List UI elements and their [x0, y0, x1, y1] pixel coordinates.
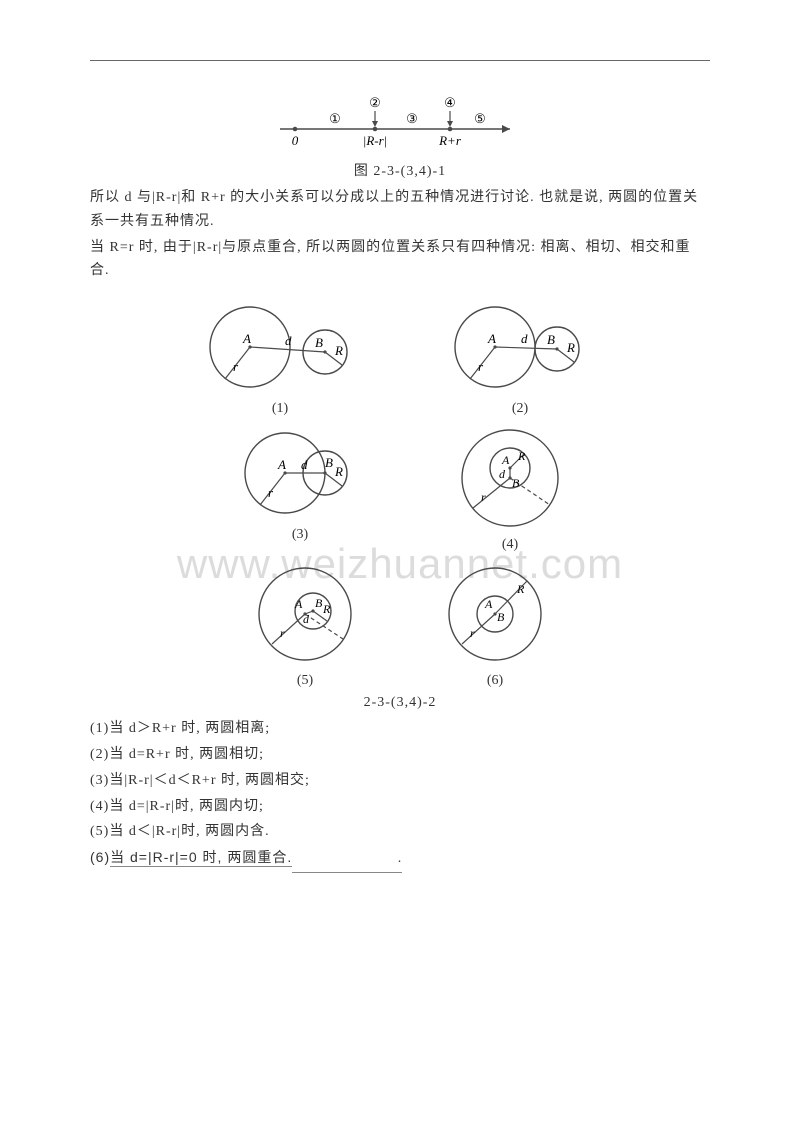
svg-text:B: B [512, 476, 520, 490]
circle-diagrams: A B d r R (1) [90, 297, 710, 711]
list-item-6-tail: . [292, 847, 402, 873]
diagram-6: A B r R [435, 559, 555, 669]
svg-text:A: A [487, 331, 496, 346]
region-1-label: ① [329, 111, 341, 126]
diagram-6-label: (6) [487, 673, 503, 689]
diagram-3-label: (3) [292, 527, 308, 543]
svg-text:r: r [268, 485, 274, 500]
svg-text:A: A [501, 453, 510, 467]
paragraph-1: 所以 d 与|R-r|和 R+r 的大小关系可以分成以上的五种情况进行讨论. 也… [90, 186, 710, 234]
svg-text:B: B [315, 596, 323, 610]
diagrams-caption: 2-3-(3,4)-2 [90, 695, 710, 711]
numberline-figure: ① ② ③ ④ ⑤ 0 |R-r| R+r [90, 91, 710, 156]
svg-text:R: R [566, 340, 575, 355]
region-3-label: ③ [406, 111, 418, 126]
svg-text:R: R [322, 602, 331, 616]
region-4-label: ④ [444, 95, 456, 110]
svg-text:r: r [481, 490, 486, 504]
region-5-label: ⑤ [474, 111, 486, 126]
svg-text:R: R [334, 343, 343, 358]
svg-text:d: d [499, 467, 506, 481]
list-item-6-num: (6) [90, 849, 110, 865]
svg-text:A: A [294, 597, 303, 611]
svg-text:R: R [334, 464, 343, 479]
svg-text:A: A [277, 457, 286, 472]
svg-text:r: r [470, 626, 475, 640]
svg-text:r: r [280, 626, 285, 640]
diagram-1-label: (1) [272, 401, 288, 417]
diagram-5-label: (5) [297, 673, 313, 689]
Rp-label: R+r [438, 133, 462, 148]
list-item-3: (3)当|R-r|＜d＜R+r 时, 两圆相交; [90, 769, 710, 793]
svg-text:d: d [285, 333, 292, 348]
svg-text:A: A [484, 597, 493, 611]
paragraph-2: 当 R=r 时, 由于|R-r|与原点重合, 所以两圆的位置关系只有四种情况: … [90, 236, 710, 284]
numberline-svg: ① ② ③ ④ ⑤ 0 |R-r| R+r [270, 91, 530, 151]
region-2-label: ② [369, 95, 381, 110]
list-item-6: (6)当 d=|R-r|=0 时, 两圆重合.. [90, 846, 710, 873]
svg-text:R: R [517, 449, 526, 463]
svg-text:A: A [242, 331, 251, 346]
diagram-3: A B d r R [225, 423, 375, 523]
diagram-4: A B d r R [445, 423, 575, 533]
numberline-caption: 图 2-3-(3,4)-1 [90, 160, 710, 180]
svg-text:r: r [478, 359, 484, 374]
svg-text:R: R [516, 582, 525, 596]
list-item-5: (5)当 d＜|R-r|时, 两圆内含. [90, 820, 710, 844]
diagram-2: A B d r R [435, 297, 605, 397]
diagram-1: A B d r R [195, 297, 365, 397]
diagram-5: A B d r R [245, 559, 365, 669]
svg-text:B: B [497, 610, 505, 624]
list-item-2: (2)当 d=R+r 时, 两圆相切; [90, 743, 710, 767]
svg-text:B: B [547, 332, 555, 347]
list-item-4: (4)当 d=|R-r|时, 两圆内切; [90, 795, 710, 819]
Rm-label: |R-r| [363, 133, 387, 148]
list-item-1: (1)当 d＞R+r 时, 两圆相离; [90, 717, 710, 741]
top-rule [90, 60, 710, 61]
zero-label: 0 [292, 133, 299, 148]
svg-text:d: d [521, 331, 528, 346]
list-item-6-body: 当 d=|R-r|=0 时, 两圆重合. [110, 849, 292, 867]
svg-text:B: B [325, 455, 333, 470]
svg-text:d: d [301, 457, 308, 472]
svg-text:r: r [233, 359, 239, 374]
diagram-4-label: (4) [502, 537, 518, 553]
svg-text:d: d [303, 612, 310, 626]
diagram-2-label: (2) [512, 401, 528, 417]
svg-text:B: B [315, 335, 323, 350]
